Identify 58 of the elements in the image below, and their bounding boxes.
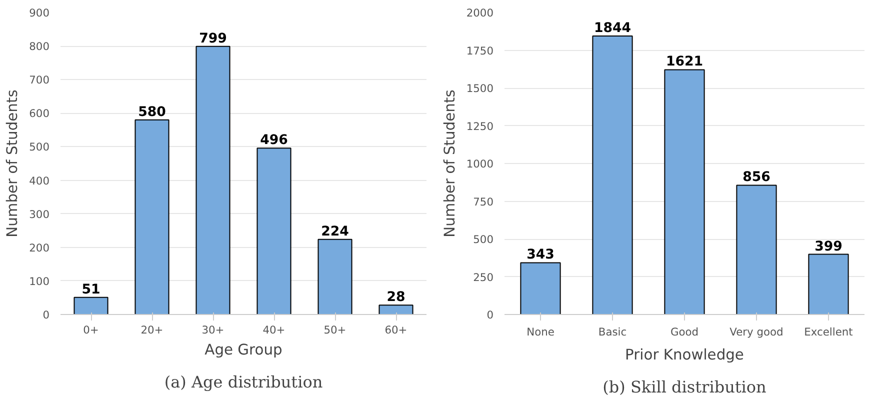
data-label: 224 — [321, 224, 349, 240]
y-tick-label: 800 — [29, 40, 50, 54]
bar — [808, 254, 849, 314]
data-label: 799 — [199, 31, 227, 46]
y-tick-label: 500 — [473, 233, 494, 246]
bar — [664, 69, 705, 314]
y-tick-label: 0 — [42, 308, 50, 322]
data-label: 51 — [82, 282, 100, 298]
x-tick-label: Very good — [730, 326, 784, 338]
y-tick-label: 500 — [29, 140, 50, 154]
y-axis-title: Number of Students — [441, 90, 458, 238]
bar — [520, 262, 561, 314]
x-tick-label: 40+ — [262, 324, 286, 336]
x-tick-label: Excellent — [804, 326, 853, 338]
y-tick-label: 1250 — [466, 120, 494, 133]
y-tick-label: 2000 — [466, 6, 494, 20]
y-tick-label: 200 — [29, 241, 50, 254]
bar — [592, 36, 633, 314]
y-tick-label: 750 — [473, 195, 494, 208]
data-label: 1621 — [666, 54, 704, 70]
data-label: 399 — [814, 239, 842, 254]
y-tick-label: 1000 — [466, 158, 494, 170]
bar — [736, 184, 777, 314]
x-axis-title: Prior Knowledge — [625, 346, 744, 364]
x-tick-label: 60+ — [384, 324, 408, 336]
y-tick-label: 600 — [29, 107, 50, 120]
data-label: 856 — [742, 170, 770, 186]
y-tick-label: 300 — [29, 208, 50, 221]
data-label: 343 — [526, 248, 554, 263]
data-label: 28 — [386, 290, 406, 306]
data-label: 580 — [138, 104, 166, 120]
bar — [74, 296, 108, 314]
y-tick-label: 100 — [29, 274, 50, 288]
y-tick-label: 900 — [29, 6, 50, 20]
x-tick-label: 0+ — [83, 324, 99, 336]
x-tick-label: 20+ — [140, 324, 164, 336]
bar — [196, 46, 230, 314]
y-tick-label: 400 — [29, 174, 50, 188]
y-tick-label: 250 — [473, 270, 494, 284]
y-tick-label: 700 — [29, 74, 50, 87]
x-tick-label: 50+ — [324, 324, 346, 336]
text: (b) Skill distribution — [602, 378, 766, 396]
x-tick-label: 30+ — [202, 324, 224, 336]
y-tick-label: 1750 — [466, 44, 494, 58]
bar — [134, 119, 170, 314]
x-tick-label: Good — [670, 326, 699, 338]
data-label: 496 — [260, 133, 288, 148]
data-label: 1844 — [594, 21, 632, 36]
text: (a) Age distribution — [164, 372, 323, 392]
y-axis-title: Number of Students — [4, 90, 22, 238]
x-axis-title: Age Group — [204, 342, 282, 358]
bar — [256, 148, 292, 314]
y-tick-label: 1500 — [466, 82, 494, 95]
y-tick-label: 0 — [486, 308, 494, 322]
x-tick-label: None — [526, 326, 554, 338]
bar — [318, 238, 352, 314]
bar — [378, 304, 414, 314]
x-tick-label: Basic — [598, 326, 627, 338]
